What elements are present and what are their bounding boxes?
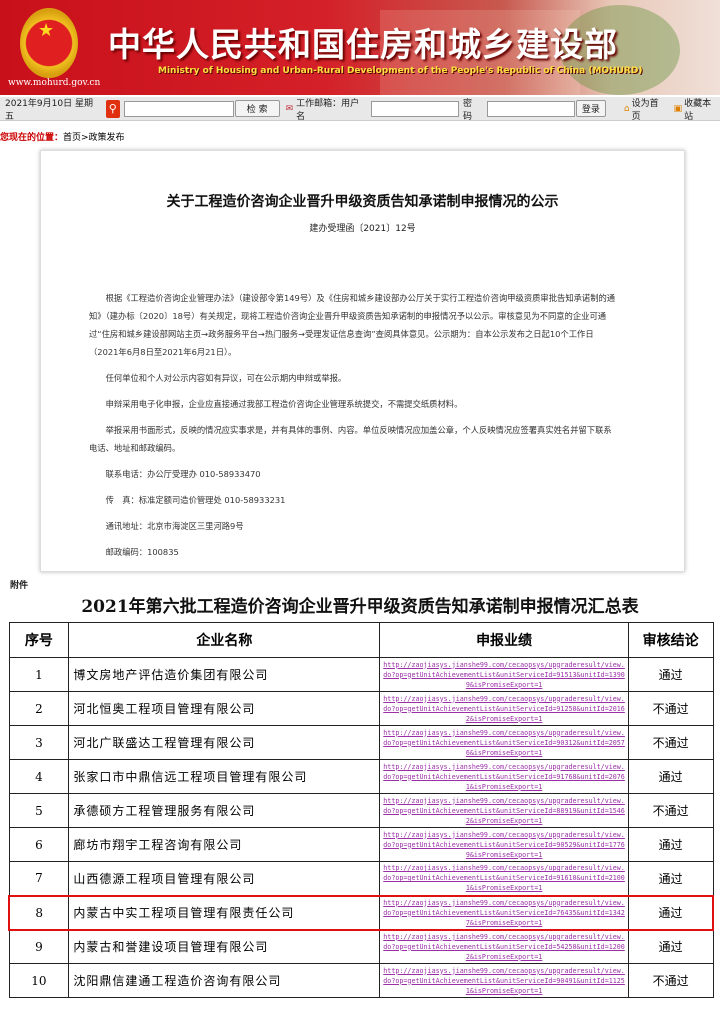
header-achievement: 申报业绩 xyxy=(379,622,629,658)
table-row: 6 廊坊市翔宇工程咨询有限公司 http://zaojiasys.jianshe99… xyxy=(8,827,714,862)
notice-paragraph: 举报采用书面形式，反映的情况应实事求是，并有具体的事例、内容。单位反映情况应加盖… xyxy=(89,425,612,453)
achievement-link[interactable]: http://zaojiasys.jianshe99.com/cecaopsys… xyxy=(379,827,629,862)
row-number: 5 xyxy=(8,793,70,828)
attachment-label: 附件 xyxy=(10,581,29,591)
current-date: 2021年9月10日 星期五 xyxy=(5,98,93,122)
breadcrumb-label: 您现在的位置： xyxy=(0,133,64,143)
site-url: www.mohurd.gov.cn xyxy=(8,78,101,88)
table-row: 1 博文房地产评估造价集团有限公司 http://zaojiasys.jianshe… xyxy=(8,657,714,692)
site-title: 中华人民共和国住房和城乡建设部 xyxy=(108,25,618,64)
achievement-link[interactable]: http://zaojiasys.jianshe99.com/cecaopsys… xyxy=(379,963,629,998)
table-row: 4 张家口市中鼎信远工程项目管理有限公司 http://zaojiasys.jian… xyxy=(8,759,714,794)
row-number: 3 xyxy=(8,725,70,760)
tree-image xyxy=(560,5,680,95)
set-home-link[interactable]: 设为首页 xyxy=(631,98,659,122)
summary-table: 序号 企业名称 申报业绩 审核结论 1 博文房地产评估造价集团有限公司 http:/… xyxy=(8,622,714,998)
home-icon: ⌂ xyxy=(623,103,630,114)
contact-address: 通讯地址：北京市海淀区三里河路9号 xyxy=(105,521,244,531)
review-result: 不通过 xyxy=(627,691,714,726)
search-input[interactable] xyxy=(123,100,234,117)
notice-title: 关于工程造价咨询企业晋升甲级资质告知承诺制申报情况的公示 xyxy=(166,194,559,210)
achievement-link[interactable]: http://zaojiasys.jianshe99.com/cecaopsys… xyxy=(379,759,629,794)
header-no: 序号 xyxy=(8,622,70,658)
company-name: 山西德源工程项目管理有限公司 xyxy=(68,861,381,896)
table-row: 10 沈阳鼎信建通工程造价咨询有限公司 http://zaojiasys.jians… xyxy=(8,963,714,998)
row-number: 10 xyxy=(8,963,70,998)
review-result: 通过 xyxy=(627,929,714,964)
company-name: 承德硕方工程管理服务有限公司 xyxy=(68,793,381,828)
table-title: 2021年第六批工程造价咨询企业晋升甲级资质告知承诺制申报情况汇总表 xyxy=(81,597,639,617)
table-header-row: 序号 企业名称 申报业绩 审核结论 xyxy=(8,622,714,658)
row-number: 1 xyxy=(8,657,70,692)
review-result: 通过 xyxy=(627,759,714,794)
toolbar: 2021年9月10日 星期五 ⚲ 检 索 ✉ 工作邮箱：用户名 密码 登录 ⌂ … xyxy=(0,97,720,122)
mail-icon: ✉ xyxy=(285,103,294,114)
review-result: 不通过 xyxy=(627,725,714,760)
notice-paragraph: 申辩采用电子化申报，企业应直接通过我部工程造价咨询企业管理系统提交，不需提交纸质… xyxy=(105,399,463,409)
header-result: 审核结论 xyxy=(627,622,714,658)
achievement-link[interactable]: http://zaojiasys.jianshe99.com/cecaopsys… xyxy=(379,725,629,760)
company-name: 内蒙古和誉建设项目管理有限公司 xyxy=(68,929,381,964)
notice-body: 根据《工程造价咨询企业管理办法》（建设部令第149号）及《住房和城乡建设部办公厅… xyxy=(89,289,619,569)
company-name: 沈阳鼎信建通工程造价咨询有限公司 xyxy=(68,963,381,998)
notice-document: 关于工程造价咨询企业晋升甲级资质告知承诺制申报情况的公示 建办受理函〔2021〕… xyxy=(40,150,685,572)
password-label: 密码 xyxy=(463,98,473,122)
table-row: 3 河北广联盛达工程管理有限公司 http://zaojiasys.jianshe9… xyxy=(8,725,714,760)
review-result: 通过 xyxy=(627,827,714,862)
achievement-link[interactable]: http://zaojiasys.jianshe99.com/cecaopsys… xyxy=(379,793,629,828)
table-row: 2 河北恒奥工程项目管理有限公司 http://zaojiasys.jianshe9… xyxy=(8,691,714,726)
achievement-link[interactable]: http://zaojiasys.jianshe99.com/cecaopsys… xyxy=(379,657,629,692)
site-subtitle: Ministry of Housing and Urban-Rural Deve… xyxy=(158,66,643,76)
row-number: 8 xyxy=(8,894,70,931)
login-button[interactable]: 登录 xyxy=(575,100,606,117)
company-name: 张家口市中鼎信远工程项目管理有限公司 xyxy=(68,759,381,794)
row-number: 4 xyxy=(8,759,70,794)
contact-postcode: 邮政编码：100835 xyxy=(105,547,179,557)
table-row: 9 内蒙古和誉建设项目管理有限公司 http://zaojiasys.jianshe… xyxy=(8,929,714,964)
row-number: 2 xyxy=(8,691,70,726)
achievement-link[interactable]: http://zaojiasys.jianshe99.com/cecaopsys… xyxy=(379,861,629,896)
building-image xyxy=(380,10,580,95)
notice-paragraph: 根据《工程造价咨询企业管理办法》（建设部令第149号）及《住房和城乡建设部办公厅… xyxy=(89,293,616,357)
company-name: 河北广联盛达工程管理有限公司 xyxy=(68,725,381,760)
username-input[interactable] xyxy=(371,100,459,117)
table-row: 5 承德硕方工程管理服务有限公司 http://zaojiasys.jianshe9… xyxy=(8,793,714,828)
table-row: 7 山西德源工程项目管理有限公司 http://zaojiasys.jianshe9… xyxy=(8,861,714,896)
company-name: 河北恒奥工程项目管理有限公司 xyxy=(68,691,381,726)
notice-number: 建办受理函〔2021〕12号 xyxy=(309,224,416,234)
achievement-link[interactable]: http://zaojiasys.jianshe99.com/cecaopsys… xyxy=(379,929,629,964)
breadcrumb: 您现在的位置：首页>政策发布 xyxy=(0,130,125,143)
breadcrumb-path[interactable]: 首页>政策发布 xyxy=(63,133,125,143)
contact-phone: 联系电话：办公厅受理办 010-58933470 xyxy=(105,469,261,479)
password-input[interactable] xyxy=(486,100,575,117)
company-name: 博文房地产评估造价集团有限公司 xyxy=(68,657,381,692)
row-number: 7 xyxy=(8,861,70,896)
bookmark-icon: ▣ xyxy=(673,103,683,114)
row-number: 6 xyxy=(8,827,70,862)
header-company: 企业名称 xyxy=(68,622,381,658)
search-button[interactable]: 检 索 xyxy=(234,100,280,117)
bookmark-link[interactable]: 收藏本站 xyxy=(684,98,712,122)
site-banner: ★ www.mohurd.gov.cn 中华人民共和国住房和城乡建设部 Mini… xyxy=(0,0,720,95)
achievement-link[interactable]: http://zaojiasys.jianshe99.com/cecaopsys… xyxy=(379,894,629,931)
national-emblem-icon: ★ xyxy=(20,8,78,78)
review-result: 不通过 xyxy=(627,963,714,998)
review-result: 通过 xyxy=(627,894,714,931)
mail-label: 工作邮箱：用户名 xyxy=(296,98,360,122)
table-row: 8 内蒙古中实工程项目管理有限责任公司 http://zaojiasys.jians… xyxy=(8,894,714,931)
review-result: 通过 xyxy=(627,657,714,692)
search-icon[interactable]: ⚲ xyxy=(105,99,120,118)
review-result: 不通过 xyxy=(627,793,714,828)
notice-paragraph: 任何单位和个人对公示内容如有异议，可在公示期内申辩或举报。 xyxy=(105,373,347,383)
company-name: 廊坊市翔宇工程咨询有限公司 xyxy=(68,827,381,862)
contact-fax: 传 真：标准定额司造价管理处 010-58933231 xyxy=(105,495,286,505)
row-number: 9 xyxy=(8,929,70,964)
achievement-link[interactable]: http://zaojiasys.jianshe99.com/cecaopsys… xyxy=(379,691,629,726)
review-result: 通过 xyxy=(627,861,714,896)
company-name: 内蒙古中实工程项目管理有限责任公司 xyxy=(68,894,381,931)
